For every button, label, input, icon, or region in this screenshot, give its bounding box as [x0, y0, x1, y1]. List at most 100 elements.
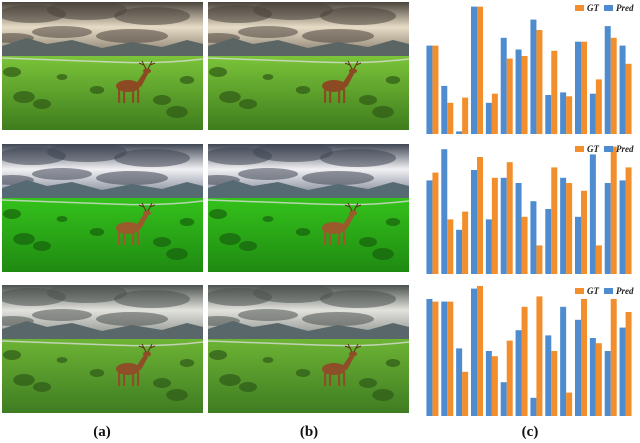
cloud — [96, 171, 168, 185]
bar-gt-10 — [566, 392, 573, 416]
shrub — [239, 241, 257, 251]
shrub — [239, 99, 257, 109]
deer — [322, 343, 362, 386]
shrub — [33, 382, 51, 392]
shrub — [33, 99, 51, 109]
bar-pred-10 — [560, 177, 567, 274]
legend-pred-swatch — [604, 5, 613, 11]
bar-pred-6 — [500, 37, 507, 134]
bar-pred-9 — [545, 209, 552, 274]
cloud — [114, 7, 190, 25]
bar-gt-13 — [610, 37, 617, 134]
bar-pred-8 — [530, 19, 537, 135]
chart-svg: GT Pred — [426, 286, 634, 416]
caption-b: (b) — [299, 424, 319, 440]
shrub — [209, 209, 227, 219]
cloud — [302, 312, 374, 326]
shrub — [372, 389, 394, 401]
cloud — [32, 168, 92, 180]
shrub — [3, 209, 21, 219]
bar-pred-11 — [575, 216, 581, 274]
legend-gt-swatch — [575, 288, 584, 294]
bar-gt-2 — [447, 301, 454, 416]
cloud — [96, 29, 168, 43]
shrub — [262, 357, 274, 363]
bar-gt-3 — [462, 371, 469, 416]
legend: GT Pred — [575, 3, 634, 13]
bar-gt-9 — [551, 50, 558, 134]
photo-a-row2 — [2, 144, 203, 272]
cloud — [253, 2, 333, 20]
cloud — [47, 285, 127, 303]
bar-gt-8 — [536, 296, 543, 416]
shrub — [3, 67, 21, 77]
bar-gt-4 — [477, 286, 483, 416]
shrub — [153, 378, 171, 388]
lake — [208, 57, 409, 64]
bar-pred-13 — [604, 26, 611, 135]
legend-gt-label: GT — [587, 3, 599, 13]
bar-gt-14 — [625, 63, 632, 134]
deer — [322, 60, 362, 103]
bar-pred-6 — [500, 382, 507, 416]
bar-gt-13 — [610, 299, 617, 416]
bar-gt-13 — [610, 146, 617, 274]
legend-gt-swatch — [575, 5, 584, 11]
bar-pred-4 — [471, 6, 477, 135]
bar-pred-11 — [575, 319, 581, 416]
shrub — [209, 67, 227, 77]
lake — [2, 199, 203, 206]
cloud — [96, 312, 168, 326]
shrub — [3, 350, 21, 360]
bar-gt-1 — [432, 172, 439, 274]
bar-gt-1 — [432, 45, 439, 134]
bar-gt-6 — [506, 340, 513, 416]
cloud — [114, 149, 190, 167]
lake — [2, 340, 203, 347]
cloud — [320, 7, 396, 25]
shrub — [166, 389, 188, 401]
bar-pred-11 — [575, 41, 581, 135]
bar-pred-7 — [515, 330, 522, 416]
bar-pred-1 — [426, 45, 433, 134]
meadow — [2, 339, 203, 413]
legend-gt-swatch — [575, 146, 584, 152]
shrub — [295, 228, 311, 236]
bar-pred-7 — [515, 183, 522, 274]
bar-chart-row1: GT Pred — [420, 0, 640, 138]
bar-gt-4 — [477, 6, 483, 135]
bar-pred-14 — [619, 180, 626, 274]
cloud — [32, 309, 92, 321]
bar-gt-11 — [581, 190, 587, 274]
shrub — [385, 76, 401, 84]
deer — [116, 202, 156, 245]
shrub — [179, 359, 195, 367]
cloud — [114, 290, 190, 308]
shrub — [13, 374, 35, 386]
bar-pred-13 — [604, 351, 611, 416]
legend-pred-label: Pred — [616, 3, 634, 13]
bar-pred-5 — [485, 351, 492, 416]
shrub — [13, 233, 35, 245]
shrub — [166, 106, 188, 118]
legend-pred-swatch — [604, 146, 613, 152]
bar-gt-12 — [595, 245, 602, 274]
bar-gt-12 — [595, 79, 602, 134]
shrub — [295, 369, 311, 377]
cloud — [32, 26, 92, 38]
bar-gt-8 — [536, 30, 543, 134]
meadow — [208, 198, 409, 272]
cloud — [238, 26, 298, 38]
bar-gt-14 — [625, 312, 632, 416]
shrub — [89, 86, 105, 94]
cloud — [253, 285, 333, 303]
bar-pred-8 — [530, 201, 537, 274]
bar-gt-9 — [551, 351, 558, 416]
bar-pred-9 — [545, 95, 552, 134]
shrub — [89, 369, 105, 377]
cloud — [320, 149, 396, 167]
bar-gt-8 — [536, 245, 543, 274]
bar-gt-7 — [521, 56, 528, 134]
bar-pred-2 — [441, 85, 448, 134]
shrub — [219, 374, 241, 386]
